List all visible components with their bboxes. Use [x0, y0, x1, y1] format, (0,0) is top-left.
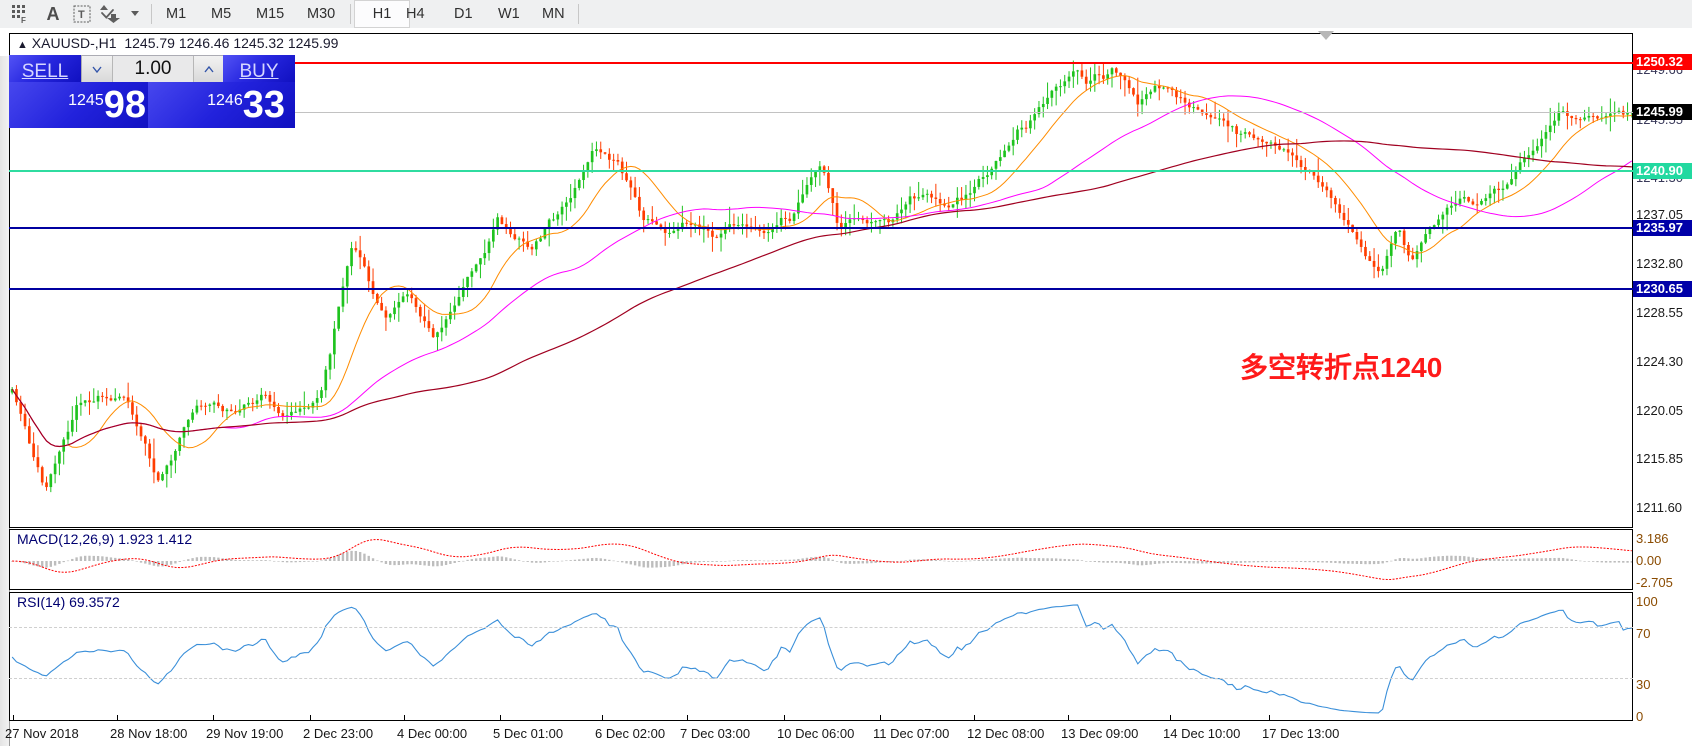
svg-text:T: T — [78, 9, 85, 21]
svg-text:F: F — [21, 16, 26, 24]
